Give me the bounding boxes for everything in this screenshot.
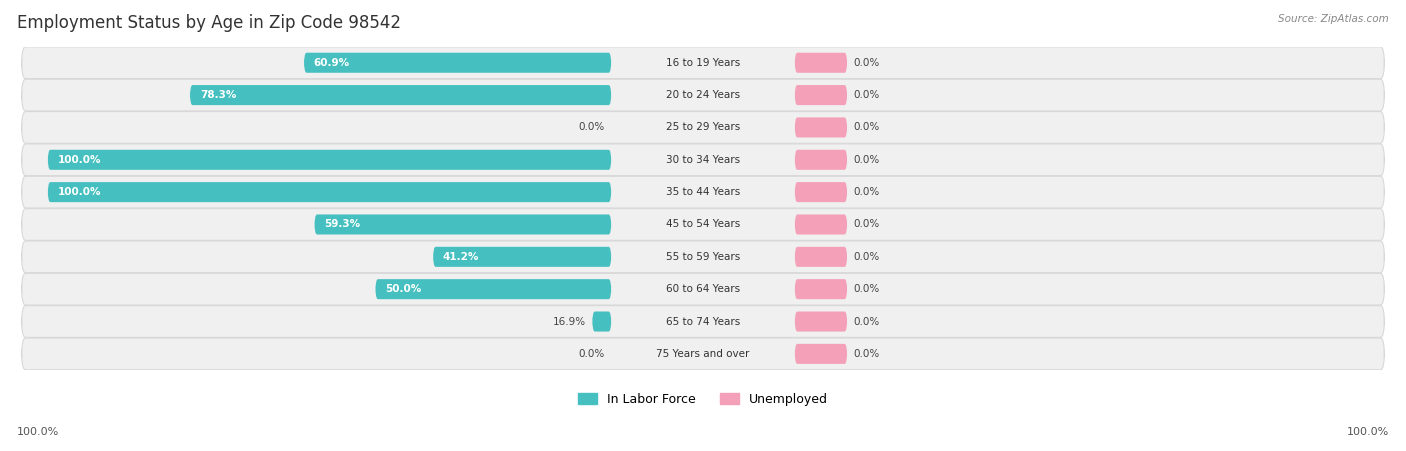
FancyBboxPatch shape [794,344,848,364]
FancyBboxPatch shape [21,111,1385,143]
FancyBboxPatch shape [794,247,848,267]
FancyBboxPatch shape [375,279,612,299]
Text: 100.0%: 100.0% [17,428,59,437]
Text: 55 to 59 Years: 55 to 59 Years [666,252,740,262]
Text: 0.0%: 0.0% [853,284,880,294]
Text: 0.0%: 0.0% [853,122,880,133]
Text: 0.0%: 0.0% [853,220,880,230]
FancyBboxPatch shape [21,209,1385,240]
FancyBboxPatch shape [794,312,848,331]
FancyBboxPatch shape [21,79,1385,111]
Text: 16.9%: 16.9% [553,317,586,327]
FancyBboxPatch shape [794,150,848,170]
FancyBboxPatch shape [48,182,612,202]
FancyBboxPatch shape [21,47,1385,78]
Text: 0.0%: 0.0% [578,349,605,359]
FancyBboxPatch shape [433,247,612,267]
Text: 0.0%: 0.0% [853,349,880,359]
Text: 30 to 34 Years: 30 to 34 Years [666,155,740,165]
Text: 0.0%: 0.0% [853,90,880,100]
FancyBboxPatch shape [21,144,1385,175]
Text: 16 to 19 Years: 16 to 19 Years [666,58,740,68]
FancyBboxPatch shape [315,215,612,235]
FancyBboxPatch shape [794,53,848,73]
Text: 35 to 44 Years: 35 to 44 Years [666,187,740,197]
Text: 0.0%: 0.0% [578,122,605,133]
Text: 100.0%: 100.0% [58,187,101,197]
FancyBboxPatch shape [21,306,1385,337]
Text: 59.3%: 59.3% [325,220,360,230]
FancyBboxPatch shape [794,117,848,138]
FancyBboxPatch shape [190,85,612,105]
FancyBboxPatch shape [21,273,1385,305]
Text: 50.0%: 50.0% [385,284,422,294]
FancyBboxPatch shape [794,215,848,235]
Text: 75 Years and over: 75 Years and over [657,349,749,359]
FancyBboxPatch shape [21,241,1385,273]
Text: 60.9%: 60.9% [314,58,350,68]
FancyBboxPatch shape [794,85,848,105]
Legend: In Labor Force, Unemployed: In Labor Force, Unemployed [578,393,828,406]
Text: 0.0%: 0.0% [853,58,880,68]
Text: 100.0%: 100.0% [1347,428,1389,437]
Text: 0.0%: 0.0% [853,317,880,327]
Text: 100.0%: 100.0% [58,155,101,165]
Text: Employment Status by Age in Zip Code 98542: Employment Status by Age in Zip Code 985… [17,14,401,32]
FancyBboxPatch shape [48,150,612,170]
Text: 60 to 64 Years: 60 to 64 Years [666,284,740,294]
FancyBboxPatch shape [794,182,848,202]
Text: 20 to 24 Years: 20 to 24 Years [666,90,740,100]
Text: 78.3%: 78.3% [200,90,236,100]
Text: Source: ZipAtlas.com: Source: ZipAtlas.com [1278,14,1389,23]
Text: 45 to 54 Years: 45 to 54 Years [666,220,740,230]
FancyBboxPatch shape [592,312,612,331]
FancyBboxPatch shape [21,176,1385,208]
Text: 0.0%: 0.0% [853,155,880,165]
Text: 41.2%: 41.2% [443,252,479,262]
Text: 25 to 29 Years: 25 to 29 Years [666,122,740,133]
FancyBboxPatch shape [21,338,1385,370]
Text: 65 to 74 Years: 65 to 74 Years [666,317,740,327]
FancyBboxPatch shape [304,53,612,73]
Text: 0.0%: 0.0% [853,187,880,197]
Text: 0.0%: 0.0% [853,252,880,262]
FancyBboxPatch shape [794,279,848,299]
